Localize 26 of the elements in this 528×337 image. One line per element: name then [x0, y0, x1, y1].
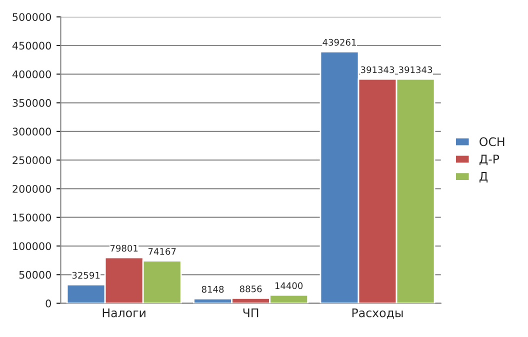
- legend-label: Д-Р: [480, 154, 500, 166]
- y-tick-label: 500000: [12, 13, 51, 21]
- y-tick-label: 100000: [13, 242, 51, 250]
- data-label: 391343: [398, 66, 432, 74]
- x-tick-label: Расходы: [352, 308, 403, 319]
- y-tick-label: 150000: [13, 214, 51, 222]
- legend-label: ОСН: [480, 137, 504, 146]
- y-tick-label: 450000: [12, 42, 51, 50]
- x-tick-label: Налоги: [102, 308, 146, 318]
- data-label: 439261: [322, 38, 356, 46]
- legend-label: Д: [480, 172, 488, 183]
- y-tick-label: 50000: [19, 270, 51, 279]
- data-label: 391343: [360, 66, 394, 74]
- y-tick-label: 0: [46, 300, 51, 308]
- y-tick-label: 300000: [12, 128, 51, 136]
- x-tick-label: ЧП: [243, 308, 258, 318]
- data-label: 79801: [110, 244, 138, 252]
- data-label: 8148: [202, 286, 224, 293]
- y-tick-label: 400000: [12, 70, 51, 78]
- y-tick-label: 250000: [12, 156, 51, 164]
- y-tick-label: 350000: [12, 99, 51, 107]
- data-label: 8856: [240, 285, 262, 292]
- data-label: 32591: [72, 272, 100, 279]
- y-tick-label: 200000: [12, 184, 51, 193]
- data-label: 14400: [275, 282, 303, 290]
- data-label: 74167: [148, 248, 176, 255]
